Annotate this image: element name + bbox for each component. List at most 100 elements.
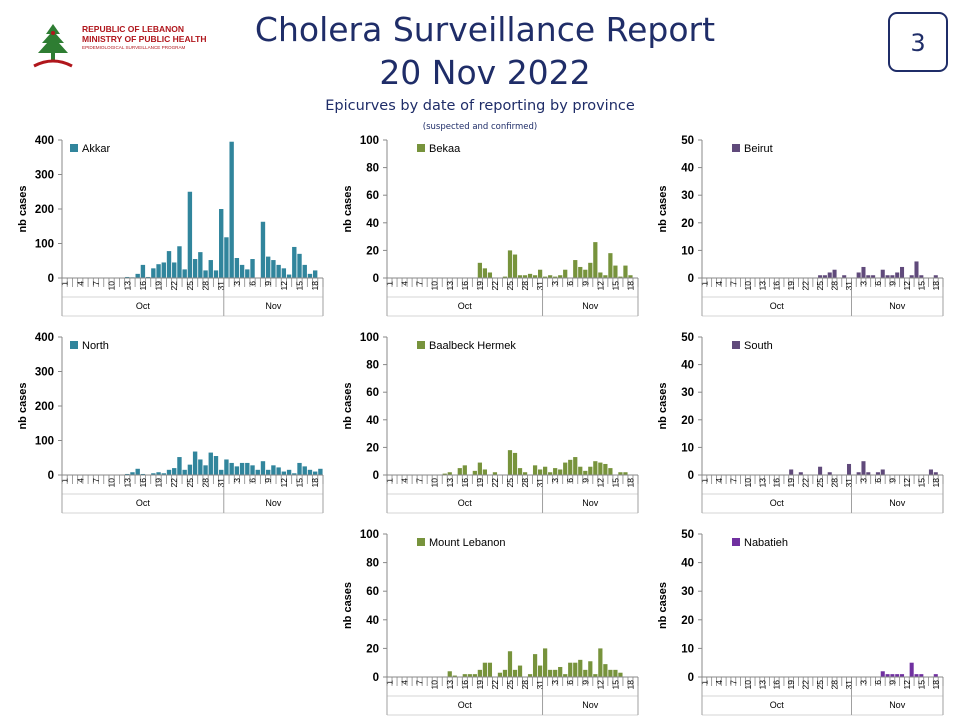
- bar-bekaa: [553, 276, 558, 278]
- bar-bekaa: [628, 275, 633, 278]
- bar-mount-lebanon: [462, 674, 467, 677]
- y-tick-label: 60: [366, 387, 379, 399]
- x-tick-label: 10: [430, 281, 440, 291]
- x-tick-label: 1: [385, 281, 395, 286]
- x-tick-label: 18: [931, 680, 941, 690]
- bar-south: [875, 472, 880, 475]
- bar-beirut: [909, 275, 914, 278]
- x-tick-label: 16: [460, 478, 470, 488]
- bar-akkar: [266, 256, 271, 278]
- bar-south: [933, 472, 938, 475]
- bar-akkar: [145, 276, 151, 278]
- bar-baalbeck-hermek: [623, 472, 628, 475]
- x-tick-label: 6: [873, 680, 883, 685]
- chart-panel-baalbeck-hermek: 0 20 40 60 80 100 nb cases 1 4 7 10 13 16 19 22 25 28 31 3…: [335, 325, 650, 515]
- bar-north: [302, 466, 307, 476]
- bar-north: [182, 469, 187, 475]
- x-tick-label: 25: [505, 680, 515, 690]
- month-label: Nov: [582, 301, 599, 311]
- y-tick-label: 40: [366, 218, 379, 230]
- bar-mount-lebanon: [598, 648, 603, 677]
- bar-mount-lebanon: [482, 662, 487, 677]
- bar-bekaa: [593, 242, 598, 278]
- x-tick-label: 9: [887, 281, 897, 286]
- bar-north: [208, 452, 213, 475]
- bar-nabatieh: [890, 674, 895, 677]
- x-tick-label: 6: [873, 478, 883, 483]
- bar-baalbeck-hermek: [543, 466, 548, 475]
- month-label: Nov: [582, 498, 599, 508]
- bar-north: [297, 462, 302, 475]
- y-tick-label: 20: [366, 442, 379, 454]
- x-tick-label: 7: [91, 281, 101, 286]
- bar-mount-lebanon: [512, 669, 518, 677]
- y-axis-title: nb cases: [342, 185, 354, 232]
- bar-mount-lebanon: [578, 659, 583, 677]
- bar-baalbeck-hermek: [563, 462, 568, 475]
- bar-north: [151, 473, 156, 475]
- bar-bekaa: [527, 273, 533, 278]
- y-tick-label: 0: [688, 470, 694, 482]
- ministry-logo: REPUBLIC OF LEBANON MINISTRY OF PUBLIC H…: [30, 22, 207, 76]
- bar-beirut: [914, 261, 919, 278]
- month-label: Nov: [582, 700, 599, 710]
- x-tick-label: 19: [154, 478, 164, 488]
- y-tick-label: 400: [35, 332, 54, 344]
- y-tick-label: 0: [373, 273, 379, 285]
- y-tick-label: 20: [681, 218, 694, 230]
- chart-panel-bekaa: 0 20 40 60 80 100 nb cases 1 4 7 10 13 16 19 22 25 28 31 3…: [335, 128, 650, 318]
- bar-north: [229, 462, 234, 475]
- legend-swatch-beirut: [732, 144, 740, 152]
- bar-bekaa: [532, 275, 538, 278]
- x-tick-label: 9: [580, 478, 590, 483]
- bar-nabatieh: [914, 674, 919, 677]
- x-tick-label: 31: [216, 281, 226, 291]
- y-tick-label: 0: [373, 672, 379, 684]
- bar-north: [213, 456, 219, 475]
- x-tick-label: 31: [844, 281, 854, 291]
- x-tick-label: 6: [248, 281, 258, 286]
- x-tick-label: 25: [185, 281, 195, 291]
- x-tick-label: 15: [295, 478, 305, 488]
- bar-akkar: [172, 262, 177, 278]
- x-tick-label: 6: [565, 680, 575, 685]
- bar-mount-lebanon: [548, 669, 553, 677]
- bar-mount-lebanon: [593, 674, 598, 677]
- bar-akkar: [292, 246, 297, 278]
- y-axis-title: nb cases: [657, 185, 669, 232]
- bar-north: [177, 457, 182, 475]
- bar-baalbeck-hermek: [482, 469, 487, 475]
- bar-akkar: [271, 260, 276, 278]
- x-tick-label: 1: [385, 680, 395, 685]
- y-axis-title: nb cases: [342, 582, 354, 629]
- y-tick-label: 40: [366, 615, 379, 627]
- bar-beirut: [871, 275, 876, 278]
- bar-baalbeck-hermek: [568, 459, 573, 475]
- x-tick-label: 28: [520, 478, 530, 488]
- y-tick-label: 100: [360, 529, 379, 541]
- bar-bekaa: [583, 269, 588, 278]
- bar-north: [203, 465, 208, 475]
- bar-baalbeck-hermek: [532, 465, 538, 475]
- month-label: Oct: [458, 498, 473, 508]
- y-tick-label: 200: [35, 401, 54, 413]
- bar-bekaa: [517, 275, 523, 278]
- y-tick-label: 0: [688, 273, 694, 285]
- x-tick-label: 6: [873, 281, 883, 286]
- chart-mount-lebanon: 0 20 40 60 80 100 nb cases 1 4 7 10 13 16 19 22 25 28 31 3…: [342, 529, 639, 716]
- y-tick-label: 40: [681, 360, 694, 372]
- x-tick-label: 3: [550, 680, 560, 685]
- x-tick-label: 7: [91, 478, 101, 483]
- y-tick-label: 20: [366, 643, 379, 655]
- bar-bekaa: [487, 272, 493, 278]
- logo-program: EPIDEMIOLOGICAL SURVEILLANCE PROGRAM: [82, 45, 186, 50]
- x-tick-label: 18: [625, 680, 635, 690]
- bar-mount-lebanon: [603, 664, 608, 677]
- x-tick-label: 28: [830, 478, 840, 488]
- x-tick-label: 1: [699, 680, 709, 685]
- x-tick-label: 1: [385, 478, 395, 483]
- bar-nabatieh: [900, 674, 905, 677]
- bar-baalbeck-hermek: [548, 472, 553, 475]
- bar-mount-lebanon: [583, 669, 588, 677]
